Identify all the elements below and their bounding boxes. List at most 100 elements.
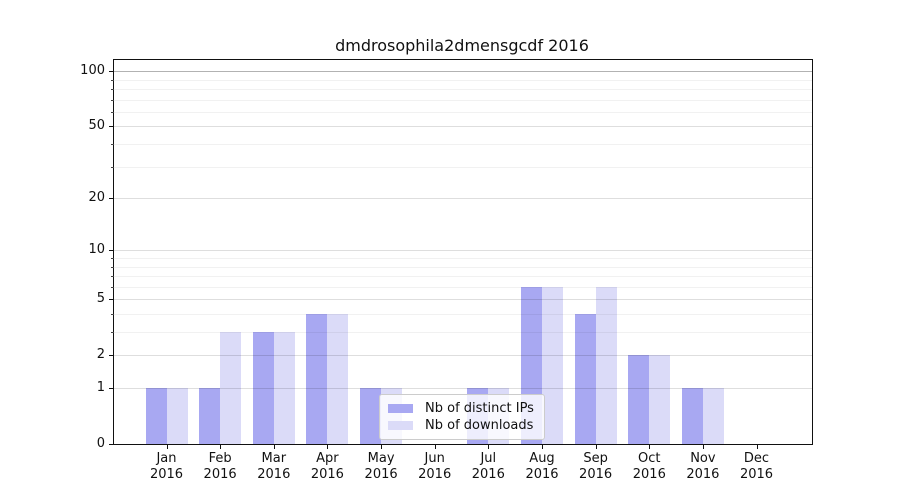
bar-nov-downloads [702,388,724,444]
y-axis-tick-label: 2 [96,347,105,363]
month-label: Jan [156,451,177,466]
bar-sep-distinct-ips [574,314,596,444]
month-label: Dec [743,451,770,466]
year-label: 2016 [364,467,398,482]
x-axis-tick-label: Aug 2016 [510,451,574,483]
month-label: May [367,451,395,466]
bar-feb-downloads [220,332,242,444]
legend-label: Nb of downloads [425,418,534,433]
month-label: Mar [261,451,287,466]
y-axis-minor-tick [111,143,114,145]
year-label: 2016 [579,467,613,482]
y-axis-tick [109,126,114,128]
year-label: 2016 [203,467,237,482]
y-axis-tick [109,198,114,199]
bar-apr-downloads [327,314,349,444]
chart-title: dmdrosophila2dmensgcdf 2016 [335,36,589,55]
legend-item: Nb of distinct IPs [388,400,534,417]
y-axis-minor-tick [111,166,114,168]
legend-swatch-icon [388,421,413,430]
x-axis-tick-label: Jun 2016 [403,451,467,483]
y-axis-tick-label: 100 [80,63,105,79]
y-axis-minor-tick [111,88,114,90]
y-axis-tick [109,444,114,445]
y-axis-minor-tick [111,314,114,315]
y-axis-minor-tick [111,266,114,268]
x-axis-tick-label: Nov 2016 [671,451,735,483]
bar-may-distinct-ips [360,388,382,444]
year-label: 2016 [525,467,559,482]
year-label: 2016 [310,467,344,482]
month-label: Jul [480,451,497,466]
bar-aug-downloads [542,286,563,444]
y-axis-tick-label: 1 [96,380,105,395]
month-label: Sep [583,451,608,466]
y-axis-tick-label: 10 [88,242,105,258]
x-axis-tick [702,444,704,449]
y-axis-tick [109,388,114,389]
x-axis-tick-label: Apr 2016 [295,451,359,483]
legend-swatch-icon [388,404,413,413]
month-label: Feb [208,451,232,466]
bar-feb-distinct-ips [199,388,221,444]
x-axis-tick-label: Jul 2016 [456,451,520,483]
y-axis-minor-tick [111,286,114,288]
year-label: 2016 [149,467,184,482]
y-axis-tick-label: 0 [96,436,105,451]
x-axis-tick [166,444,168,449]
x-axis-tick [595,444,597,449]
bars-layer [114,60,812,444]
x-axis-tick [273,444,275,449]
legend-label: Nb of distinct IPs [425,401,534,416]
y-axis-minor-tick [111,257,114,259]
y-axis-minor-tick [111,332,114,333]
legend-item: Nb of downloads [388,417,534,434]
x-axis-tick [756,444,758,449]
x-axis-tick [488,444,490,449]
bar-apr-distinct-ips [306,314,328,444]
y-axis-tick [109,299,114,301]
bar-jan-distinct-ips [145,388,167,444]
month-label: Jun [424,451,445,466]
bar-mar-downloads [273,332,295,444]
month-label: Apr [316,451,339,466]
y-axis-tick [109,71,114,73]
year-label: 2016 [632,467,666,482]
y-axis-tick-label: 5 [96,291,105,307]
year-label: 2016 [686,467,720,482]
plot-area: Nb of distinct IPs Nb of downloads 0 1 2 5 10… [80,59,813,482]
y-axis-tick [109,355,114,357]
x-axis-tick [381,444,383,449]
year-label: 2016 [471,467,505,482]
y-axis-tick [109,250,114,252]
x-axis-tick [220,444,222,449]
bar-oct-distinct-ips [628,355,650,444]
bar-oct-downloads [649,355,671,444]
legend: Nb of distinct IPs Nb of downloads [379,394,545,440]
y-axis-minor-tick [111,99,114,101]
y-axis-tick-label: 20 [88,190,105,205]
bar-nov-distinct-ips [681,388,703,444]
y-axis-minor-tick [111,111,114,113]
bar-mar-distinct-ips [252,332,274,444]
y-axis-minor-tick [111,79,114,81]
x-axis-tick [327,444,329,449]
x-axis-tick-label: Sep 2016 [564,451,628,483]
year-label: 2016 [739,467,774,482]
year-label: 2016 [418,467,452,482]
x-axis-tick-label: Mar 2016 [242,451,306,483]
x-axis-tick-label: May 2016 [349,451,413,483]
year-label: 2016 [257,467,291,482]
month-label: Oct [638,451,661,466]
x-axis-tick-label: Dec 2016 [725,451,789,483]
month-label: Aug [529,451,555,466]
x-axis-tick-label: Jan 2016 [135,451,199,483]
bar-jan-downloads [166,388,188,444]
x-axis-tick-label: Oct 2016 [617,451,681,483]
x-axis-tick [649,444,651,449]
y-axis-minor-tick [111,276,114,277]
month-label: Nov [690,451,716,466]
x-axis-tick [542,444,543,449]
x-axis-tick-label: Feb 2016 [188,451,252,483]
